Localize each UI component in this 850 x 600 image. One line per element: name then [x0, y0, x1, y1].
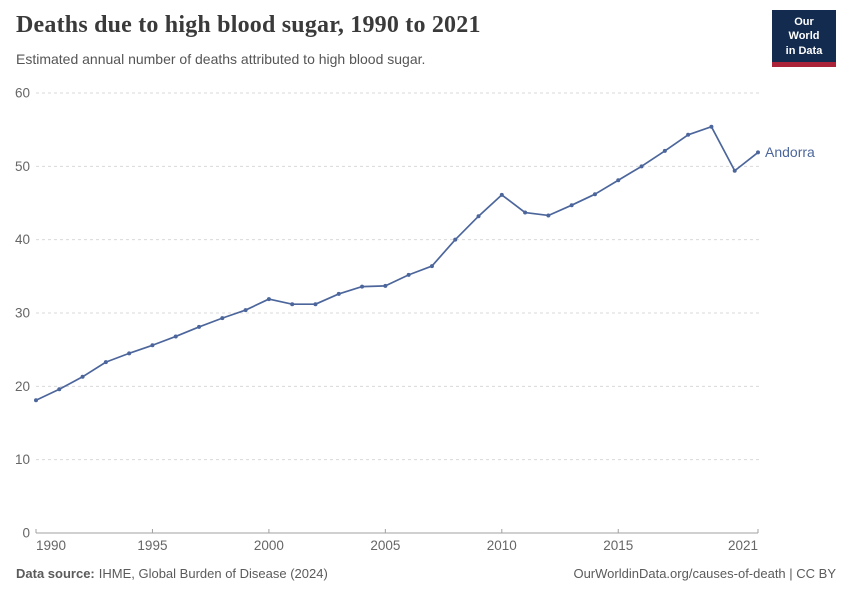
data-point-2001	[290, 302, 295, 307]
chart-title: Deaths due to high blood sugar, 1990 to …	[16, 12, 481, 38]
y-tick-label-20: 20	[15, 379, 30, 394]
y-tick-label-40: 40	[15, 232, 30, 247]
data-point-2015	[616, 178, 621, 183]
x-tick-label-2000: 2000	[254, 538, 284, 553]
x-tick-label-2010: 2010	[487, 538, 517, 553]
footer-credit-link[interactable]: OurWorldinData.org/causes-of-death | CC …	[573, 566, 836, 581]
data-point-2006	[406, 272, 411, 277]
data-source-value: IHME, Global Burden of Disease (2024)	[98, 566, 328, 581]
chart-subtitle: Estimated annual number of deaths attrib…	[16, 51, 426, 67]
data-point-1992	[80, 374, 85, 379]
y-tick-label-10: 10	[15, 452, 30, 467]
data-point-2002	[313, 302, 318, 307]
series-line-andorra[interactable]	[35, 125, 759, 402]
data-point-1999	[243, 308, 248, 313]
x-tick-label-2021: 2021	[728, 538, 758, 553]
y-tick-label-60: 60	[15, 86, 30, 101]
chart-footer: Data source: IHME, Global Burden of Disea…	[16, 566, 836, 581]
data-point-2013	[569, 203, 574, 208]
owid-logo[interactable]: Our World in Data	[772, 10, 836, 67]
data-point-1993	[103, 360, 108, 365]
data-point-1991	[57, 387, 62, 392]
logo-text-line1: Our World	[788, 16, 820, 43]
data-point-2018	[686, 132, 691, 137]
data-point-2008	[453, 237, 458, 242]
data-point-1990	[34, 398, 38, 403]
data-point-2004	[360, 284, 365, 289]
data-point-1995	[150, 343, 155, 348]
data-point-2011	[523, 210, 528, 215]
data-point-2012	[546, 213, 551, 218]
data-point-2016	[639, 164, 644, 169]
data-point-2003	[336, 291, 341, 296]
data-point-1998	[220, 316, 225, 321]
data-point-2020	[732, 168, 737, 173]
data-point-2021	[756, 150, 760, 155]
data-point-2019	[709, 124, 714, 129]
y-tick-label-30: 30	[15, 306, 30, 321]
data-point-1997	[197, 324, 202, 329]
x-tick-label-2005: 2005	[370, 538, 400, 553]
logo-text-line2: in Data	[785, 44, 823, 57]
data-point-2005	[383, 283, 388, 288]
x-tick-label-2015: 2015	[603, 538, 633, 553]
data-point-2017	[662, 148, 667, 153]
x-tick-label-1995: 1995	[137, 538, 167, 553]
data-point-1996	[173, 334, 178, 339]
y-tick-label-50: 50	[15, 159, 30, 174]
data-source-label: Data source:	[16, 566, 95, 581]
data-point-2000	[266, 297, 271, 302]
data-point-2009	[476, 214, 481, 219]
series-label-andorra[interactable]: Andorra	[765, 144, 815, 161]
data-point-2014	[592, 192, 597, 197]
data-point-1994	[127, 351, 132, 356]
data-point-2010	[499, 192, 504, 197]
data-point-2007	[429, 264, 434, 269]
y-tick-label-0: 0	[22, 526, 30, 541]
x-tick-label-1990: 1990	[36, 538, 66, 553]
data-source: Data source: IHME, Global Burden of Disea…	[16, 566, 328, 581]
